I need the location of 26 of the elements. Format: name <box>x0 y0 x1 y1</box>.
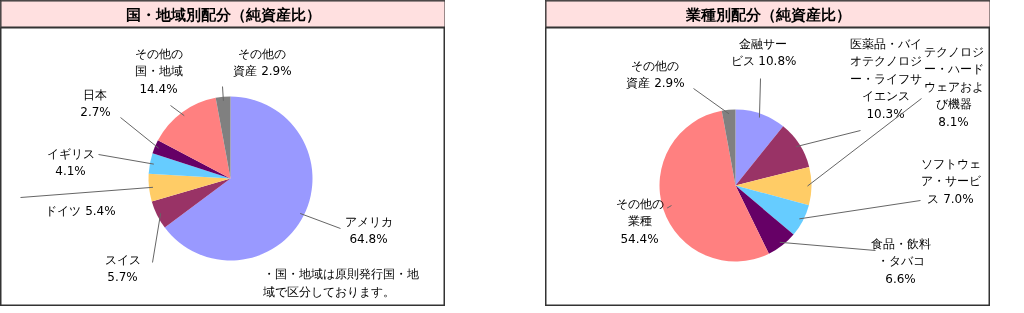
slice-label: 医薬品・バイオテクノロジー・ライフサイエンス <box>849 36 922 103</box>
data-label: 2.7% <box>80 105 111 119</box>
slice-label: スイス <box>104 252 141 267</box>
slice-label: 金融サービス 10.8% <box>730 36 797 68</box>
data-label: 10.3% <box>866 106 905 121</box>
slice-label: アメリカ <box>344 214 393 229</box>
slice-label: その他の資産 2.9% <box>233 46 292 78</box>
data-label: 6.6% <box>885 271 916 286</box>
slice-label: 食品・飲料・タバコ <box>870 236 931 268</box>
data-label: 64.8% <box>349 232 388 246</box>
slice-label: テクノロジー・ハードウェアおよび機器 <box>923 44 984 111</box>
slice-label: ソフトウェア・サービス 7.0% <box>920 156 982 206</box>
data-label: 54.4% <box>620 231 659 246</box>
slice-label: 日本 <box>83 87 108 102</box>
slice-label: その他の業種 <box>615 196 664 228</box>
data-label: 5.7% <box>107 270 138 284</box>
chart-title: 国・地域別配分（純資産比） <box>125 5 321 24</box>
data-label: 14.4% <box>139 81 178 96</box>
chart-title: 業種別配分（純資産比） <box>684 5 851 24</box>
slice-label: その他の国・地域 <box>134 46 183 78</box>
data-label: 4.1% <box>55 164 86 178</box>
data-label: 8.1% <box>938 114 969 129</box>
slice-label: イギリス <box>46 146 95 161</box>
slice-label: ドイツ 5.4% <box>45 203 116 218</box>
slice-label: その他の資産 2.9% <box>626 58 685 90</box>
text: ・国・地域は原則発行国・地域で区分しております。 <box>261 266 419 299</box>
